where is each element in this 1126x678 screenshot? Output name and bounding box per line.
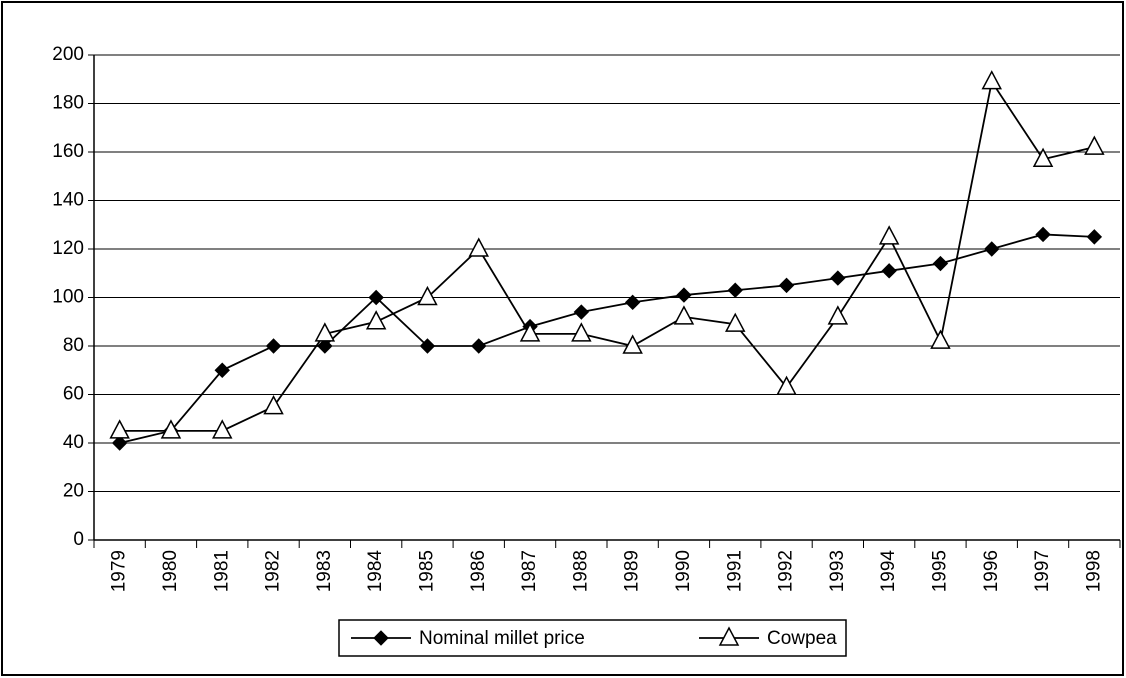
x-tick-label: 1979 (109, 550, 130, 592)
point (930, 329, 951, 349)
point (778, 277, 795, 294)
y-tick-label: 80 (63, 335, 84, 356)
point (519, 322, 541, 342)
x-tick-label: 1993 (827, 550, 848, 592)
point (571, 322, 592, 342)
point (214, 362, 230, 378)
x-tick-label: 1980 (160, 550, 181, 592)
x-tick-label: 1987 (519, 550, 540, 592)
x-tick-label: 1992 (776, 550, 797, 592)
y-tick-label: 60 (63, 384, 84, 405)
point (468, 237, 489, 257)
point (827, 305, 849, 325)
legend-marker (373, 630, 389, 646)
y-tick-label: 100 (52, 287, 84, 308)
x-tick-label: 1989 (622, 550, 643, 592)
point (673, 305, 695, 325)
point (417, 285, 438, 306)
y-tick-label: 200 (52, 44, 84, 65)
x-tick-label: 1984 (365, 550, 386, 593)
point (984, 241, 1000, 257)
x-tick-label: 1995 (929, 550, 950, 592)
point (776, 375, 797, 395)
y-tick-label: 0 (73, 529, 84, 550)
point (881, 263, 897, 279)
point (1032, 147, 1054, 168)
y-tick-label: 180 (52, 93, 84, 114)
point (1086, 229, 1103, 245)
x-tick-label: 1997 (1032, 550, 1053, 592)
point (111, 435, 128, 451)
point (622, 334, 643, 354)
point (830, 270, 846, 286)
x-tick-label: 1991 (724, 550, 745, 592)
point (981, 70, 1002, 90)
point (727, 282, 743, 298)
point (265, 338, 282, 354)
point (109, 419, 130, 439)
x-tick-label: 1994 (878, 550, 899, 593)
x-tick-label: 1983 (314, 550, 335, 592)
legend-marker (718, 626, 740, 646)
point (1035, 226, 1051, 243)
y-tick-label: 120 (52, 238, 84, 259)
y-tick-label: 140 (52, 190, 84, 211)
point (932, 255, 949, 272)
x-tick-label: 1981 (211, 550, 232, 592)
point (263, 395, 284, 415)
point (1084, 135, 1105, 155)
point (419, 338, 436, 354)
point (624, 294, 641, 311)
series-line (119, 233, 1095, 444)
x-tick-label: 1996 (981, 550, 1002, 592)
point (212, 419, 233, 439)
y-tick-label: 160 (52, 141, 84, 162)
point (160, 419, 182, 439)
point (317, 338, 333, 354)
point (314, 322, 336, 342)
point (368, 289, 384, 306)
y-tick-label: 20 (63, 481, 84, 502)
y-tick-label: 40 (63, 432, 84, 453)
legend-label: Nominal millet price (419, 628, 585, 649)
x-tick-label: 1988 (570, 550, 591, 592)
point (471, 338, 487, 354)
series-line (119, 79, 1095, 432)
point (365, 310, 387, 330)
x-tick-label: 1986 (468, 550, 489, 592)
x-tick-label: 1990 (673, 550, 694, 592)
legend-label: Cowpea (767, 628, 837, 649)
point (573, 304, 590, 320)
x-tick-label: 1982 (263, 550, 284, 592)
point (878, 225, 900, 245)
point (676, 287, 692, 303)
legend-box (338, 619, 847, 657)
point (725, 312, 746, 332)
x-tick-label: 1998 (1083, 550, 1104, 592)
x-tick-label: 1985 (416, 550, 437, 592)
